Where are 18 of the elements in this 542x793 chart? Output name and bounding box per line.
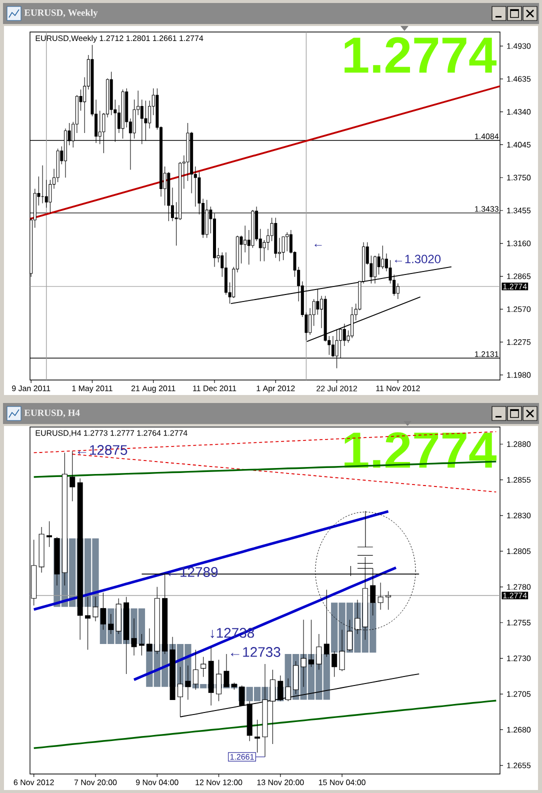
candlestick xyxy=(224,252,228,295)
candlestick xyxy=(244,225,247,253)
candlestick xyxy=(44,180,48,208)
candlestick xyxy=(46,520,52,548)
chart-title: EURUSD, Weekly xyxy=(24,9,98,18)
candlestick xyxy=(396,283,400,300)
chart-title: EURUSD, H4 xyxy=(24,410,80,418)
candlestick xyxy=(38,526,44,573)
candlestick xyxy=(350,306,354,338)
annotation: ←1.3020 xyxy=(394,254,441,264)
candlestick xyxy=(70,450,76,502)
annotation: ← xyxy=(314,244,322,247)
line-series xyxy=(33,700,497,749)
annotation: 1.2774 xyxy=(344,37,497,73)
candlestick xyxy=(254,719,260,753)
annotation: ←12733 xyxy=(230,647,280,657)
annotation: ←12875 xyxy=(78,445,128,455)
candlestick xyxy=(378,582,384,610)
